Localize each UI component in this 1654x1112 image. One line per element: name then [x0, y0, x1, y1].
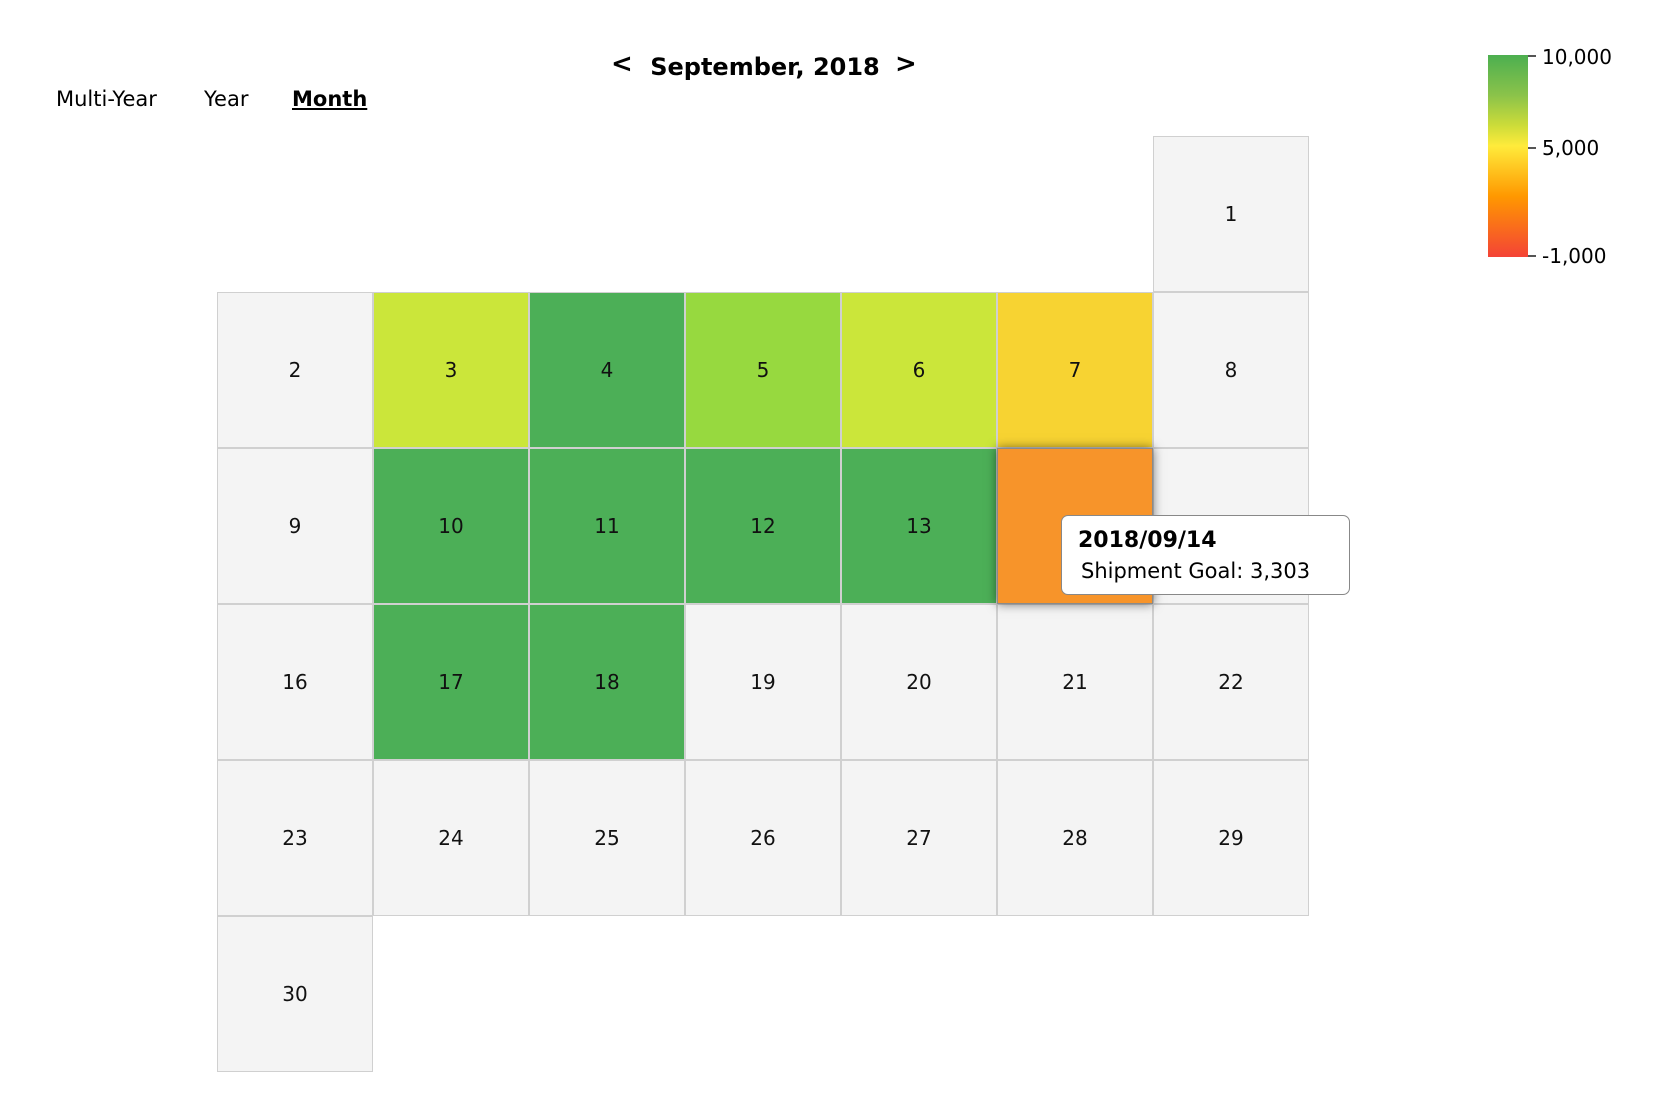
day-cell[interactable]: 30	[217, 916, 373, 1072]
tooltip-metric: Shipment Goal: 3,303	[1081, 556, 1333, 586]
next-month-button[interactable]: >	[895, 49, 917, 79]
tooltip-metric-label: Shipment Goal:	[1081, 559, 1244, 583]
tooltip-metric-value: 3,303	[1250, 559, 1311, 583]
day-cell[interactable]: 10	[373, 448, 529, 604]
day-cell[interactable]: 18	[529, 604, 685, 760]
month-title: September, 2018	[650, 53, 880, 81]
legend-label-mid: 5,000	[1542, 136, 1600, 160]
day-cell[interactable]: 1	[1153, 136, 1309, 292]
day-cell[interactable]: 5	[685, 292, 841, 448]
day-cell[interactable]: 6	[841, 292, 997, 448]
legend-tick-min	[1528, 255, 1536, 257]
day-cell[interactable]: 4	[529, 292, 685, 448]
day-cell[interactable]: 9	[217, 448, 373, 604]
day-cell[interactable]: 23	[217, 760, 373, 916]
previous-month-button[interactable]: <	[611, 49, 633, 79]
tab-year[interactable]: Year	[204, 87, 249, 111]
day-cell[interactable]: 26	[685, 760, 841, 916]
color-gradient-bar	[1488, 55, 1528, 257]
day-cell[interactable]: 8	[1153, 292, 1309, 448]
day-cell[interactable]: 7	[997, 292, 1153, 448]
day-cell[interactable]: 2	[217, 292, 373, 448]
tooltip-date: 2018/09/14	[1078, 528, 1217, 553]
day-cell[interactable]: 20	[841, 604, 997, 760]
calendar-header: < September, 2018 > Multi-Year Year Mont…	[0, 0, 1654, 111]
day-cell[interactable]: 19	[685, 604, 841, 760]
day-cell[interactable]: 24	[373, 760, 529, 916]
tab-multi-year[interactable]: Multi-Year	[56, 87, 157, 111]
day-cell[interactable]: 28	[997, 760, 1153, 916]
day-cell[interactable]: 27	[841, 760, 997, 916]
day-cell[interactable]: 25	[529, 760, 685, 916]
legend-tick-mid	[1528, 147, 1536, 149]
day-cell[interactable]: 21	[997, 604, 1153, 760]
tab-month[interactable]: Month	[292, 87, 368, 111]
legend-tick-max	[1528, 55, 1536, 57]
day-cell[interactable]: 22	[1153, 604, 1309, 760]
legend-label-min: -1,000	[1542, 244, 1607, 268]
day-cell[interactable]: 17	[373, 604, 529, 760]
day-cell[interactable]: 16	[217, 604, 373, 760]
color-scale-legend: 10,000 5,000 -1,000	[1480, 45, 1654, 270]
day-tooltip: 2018/09/14 Shipment Goal: 3,303	[1061, 515, 1350, 595]
day-cell[interactable]: 3	[373, 292, 529, 448]
day-cell[interactable]: 13	[841, 448, 997, 604]
legend-label-max: 10,000	[1542, 45, 1612, 69]
day-cell[interactable]: 29	[1153, 760, 1309, 916]
day-cell[interactable]: 12	[685, 448, 841, 604]
day-cell[interactable]: 11	[529, 448, 685, 604]
